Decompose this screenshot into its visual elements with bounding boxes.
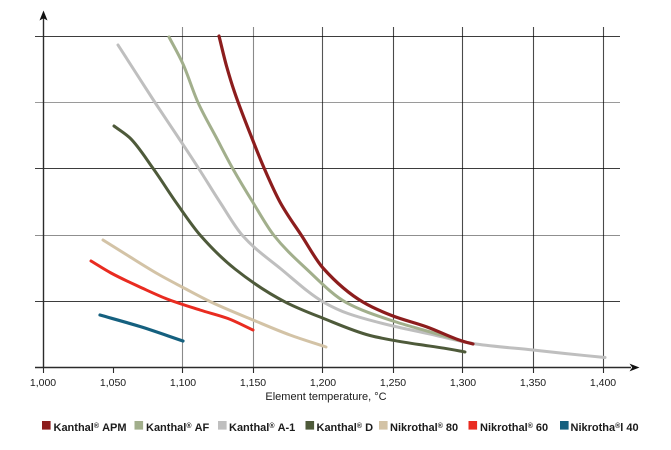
svg-text:Nikrothal® 80: Nikrothal® 80 [390, 422, 458, 434]
svg-text:Nikrotha®l 40: Nikrotha®l 40 [571, 422, 639, 434]
svg-text:1,200: 1,200 [310, 377, 336, 389]
svg-text:1,400: 1,400 [590, 377, 616, 389]
svg-text:Element temperature, °C: Element temperature, °C [265, 391, 386, 403]
svg-text:1,000: 1,000 [30, 377, 56, 389]
svg-text:1,100: 1,100 [170, 377, 196, 389]
svg-text:1,300: 1,300 [450, 377, 476, 389]
svg-text:Nikrothal® 60: Nikrothal® 60 [480, 422, 548, 434]
svg-text:Kanthal® D: Kanthal® D [317, 422, 374, 434]
svg-text:1,250: 1,250 [380, 377, 406, 389]
svg-text:Kanthal® A-1: Kanthal® A-1 [229, 422, 295, 434]
svg-text:Kanthal® APM: Kanthal® APM [54, 422, 127, 434]
svg-text:1,350: 1,350 [520, 377, 546, 389]
svg-text:1,050: 1,050 [100, 377, 126, 389]
svg-text:1,150: 1,150 [240, 377, 266, 389]
svg-text:Kanthal® AF: Kanthal® AF [146, 422, 210, 434]
